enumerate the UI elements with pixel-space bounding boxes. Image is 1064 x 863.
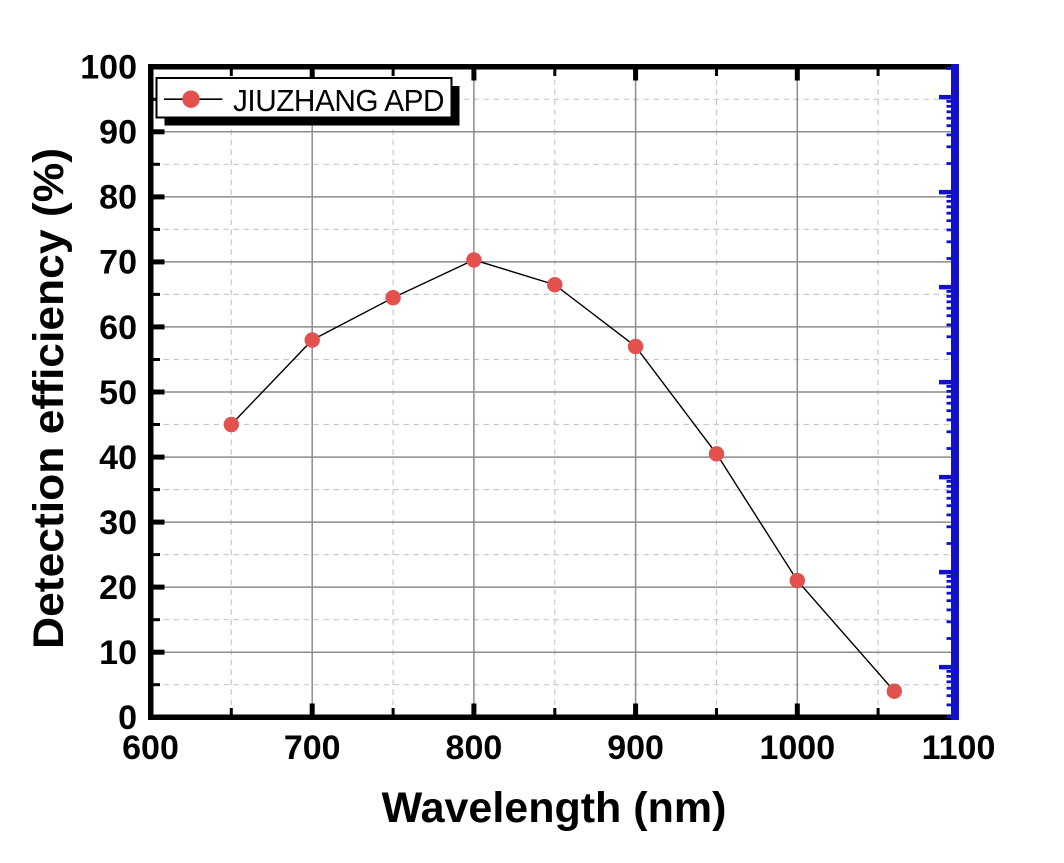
svg-text:90: 90 (99, 114, 137, 152)
svg-text:JIUZHANG APD: JIUZHANG APD (233, 83, 444, 118)
svg-text:Detection efficiency (%): Detection efficiency (%) (25, 148, 73, 649)
svg-text:700: 700 (284, 729, 341, 767)
svg-text:100: 100 (80, 49, 137, 87)
svg-text:40: 40 (99, 439, 137, 477)
svg-text:60: 60 (99, 309, 137, 347)
svg-text:1000: 1000 (759, 729, 835, 767)
svg-text:Wavelength (nm): Wavelength (nm) (382, 784, 727, 832)
svg-text:20: 20 (99, 569, 137, 607)
svg-text:600: 600 (122, 729, 179, 767)
svg-text:1100: 1100 (922, 729, 996, 767)
svg-text:30: 30 (99, 504, 137, 542)
svg-text:50: 50 (99, 374, 137, 412)
svg-text:900: 900 (607, 729, 664, 767)
svg-text:70: 70 (99, 244, 137, 282)
svg-text:80: 80 (99, 179, 137, 217)
svg-text:800: 800 (446, 729, 503, 767)
svg-text:10: 10 (99, 634, 137, 672)
svg-text:0: 0 (118, 699, 137, 737)
